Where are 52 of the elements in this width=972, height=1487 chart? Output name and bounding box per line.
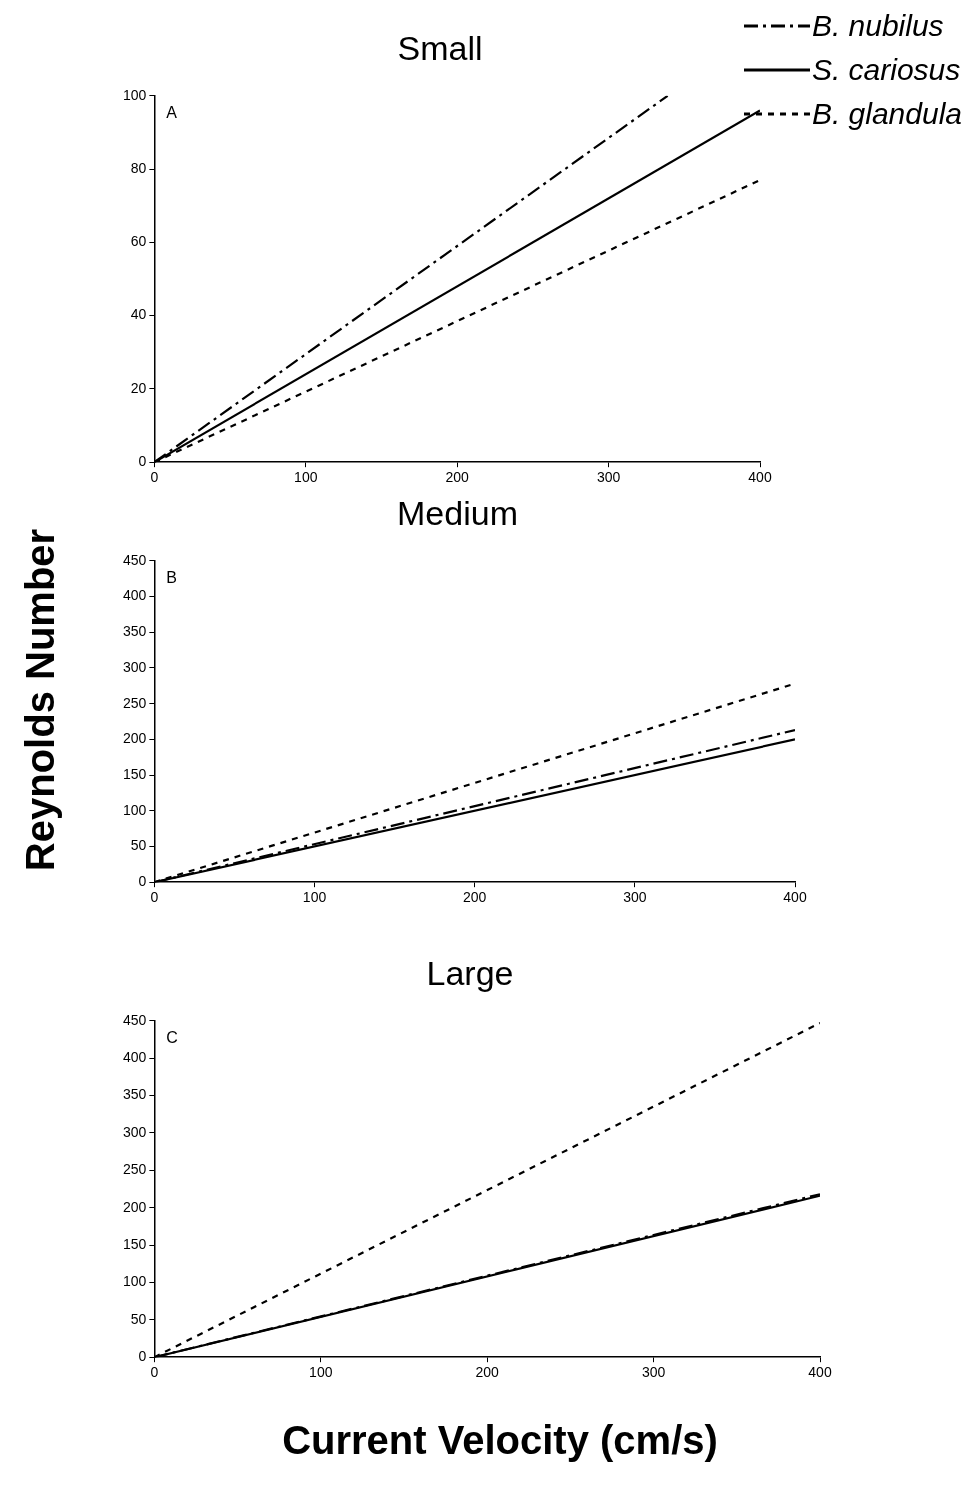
y-tick-label: 200 bbox=[123, 1198, 147, 1215]
x-tick-label: 200 bbox=[463, 889, 487, 906]
x-tick-label: 100 bbox=[309, 1364, 333, 1381]
x-tick-label: 300 bbox=[641, 1364, 666, 1381]
y-tick-label: 450 bbox=[123, 551, 147, 568]
y-tick-label: 400 bbox=[123, 1049, 147, 1066]
y-tick-label: 300 bbox=[123, 1123, 147, 1140]
y-tick-label: 60 bbox=[130, 233, 147, 250]
y-tick-label: 350 bbox=[123, 1086, 147, 1103]
y-tick-label: 50 bbox=[130, 837, 147, 854]
x-tick-label: 300 bbox=[596, 469, 621, 486]
annotation: A bbox=[166, 104, 178, 122]
chart-title: Medium bbox=[397, 493, 518, 532]
y-tick-label: 100 bbox=[123, 86, 147, 103]
y-tick-label: 40 bbox=[130, 306, 147, 323]
y-tick-label: 250 bbox=[123, 1161, 147, 1178]
y-tick-label: 50 bbox=[130, 1310, 147, 1327]
annotation: C bbox=[166, 1029, 178, 1047]
y-tick-label: 0 bbox=[138, 453, 147, 470]
y-tick-label: 150 bbox=[123, 765, 147, 782]
x-tick-label: 400 bbox=[783, 889, 807, 906]
y-tick-label: 300 bbox=[123, 658, 147, 675]
y-tick-label: 0 bbox=[138, 873, 147, 890]
legend-label: B. glandula bbox=[811, 97, 962, 131]
x-axis-title: Current Velocity (cm/s) bbox=[282, 1417, 718, 1463]
x-tick-label: 100 bbox=[294, 469, 318, 486]
y-tick-label: 400 bbox=[123, 587, 147, 604]
y-tick-label: 100 bbox=[123, 1273, 147, 1290]
y-tick-label: 80 bbox=[130, 159, 147, 176]
legend-label: S. cariosus bbox=[811, 53, 961, 87]
chart-title: Large bbox=[426, 953, 514, 992]
x-tick-label: 400 bbox=[808, 1364, 832, 1381]
y-tick-label: 450 bbox=[123, 1011, 147, 1028]
y-tick-label: 0 bbox=[138, 1348, 147, 1365]
x-tick-label: 400 bbox=[748, 469, 772, 486]
legend-label: B. nubilus bbox=[811, 9, 944, 43]
y-tick-label: 20 bbox=[130, 379, 147, 396]
y-tick-label: 250 bbox=[123, 694, 147, 711]
x-tick-label: 0 bbox=[150, 889, 159, 906]
y-tick-label: 150 bbox=[123, 1235, 147, 1252]
y-tick-label: 350 bbox=[123, 623, 147, 640]
x-tick-label: 0 bbox=[150, 1364, 159, 1381]
x-tick-label: 200 bbox=[475, 1364, 500, 1381]
x-tick-label: 300 bbox=[623, 889, 647, 906]
y-axis-title: Reynolds Number bbox=[17, 528, 63, 872]
y-tick-label: 200 bbox=[123, 730, 147, 747]
annotation: B bbox=[166, 569, 178, 587]
x-tick-label: 100 bbox=[302, 889, 327, 906]
x-tick-label: 200 bbox=[445, 469, 470, 486]
x-tick-label: 0 bbox=[150, 469, 159, 486]
chart-title: Small bbox=[397, 28, 483, 67]
y-tick-label: 100 bbox=[123, 801, 147, 818]
